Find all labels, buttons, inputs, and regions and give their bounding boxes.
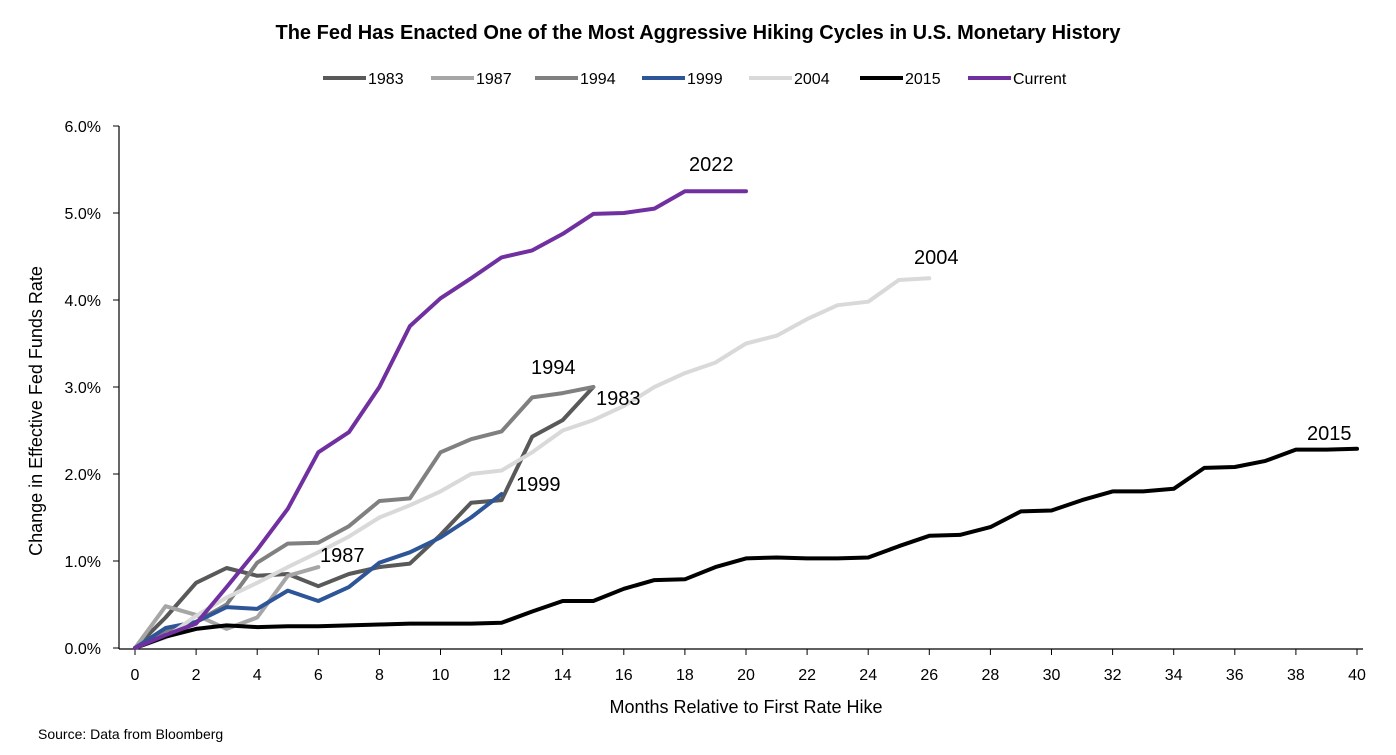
series-line-2015 <box>133 446 1359 650</box>
y-tick-label: 6.0% <box>65 119 101 136</box>
legend-label-1987: 1987 <box>476 71 512 88</box>
x-tick-label: 26 <box>920 667 938 684</box>
series-line-1994 <box>133 385 596 650</box>
series-annotations: 1983 1987 1994 1999 2004 2015 2022 <box>320 154 1352 567</box>
x-axis-title: Months Relative to First Rate Hike <box>609 697 882 717</box>
y-tick-label: 1.0% <box>65 554 101 571</box>
y-tick-label: 3.0% <box>65 380 101 397</box>
x-tick-label: 20 <box>737 667 755 684</box>
x-tick-label: 28 <box>982 667 1000 684</box>
x-tick-label: 14 <box>554 667 572 684</box>
series-line-current <box>133 189 748 650</box>
x-tick-labels: 0 2 4 6 8 10 12 14 16 18 20 22 24 26 28 30 32 34 36 38 40 <box>131 649 1366 684</box>
chart-title: The Fed Has Enacted One of the Most Aggr… <box>275 22 1121 44</box>
series-lines <box>133 189 1359 650</box>
series-annotation-2022: 2022 <box>689 154 734 176</box>
series-annotation-1994: 1994 <box>531 357 576 379</box>
x-tick-label: 18 <box>676 667 694 684</box>
x-tick-label: 34 <box>1165 667 1183 684</box>
x-tick-label: 40 <box>1348 667 1366 684</box>
x-tick-label: 32 <box>1104 667 1122 684</box>
series-line-1987 <box>133 565 321 650</box>
legend-label-2004: 2004 <box>794 71 830 88</box>
x-tick-label: 8 <box>375 667 384 684</box>
y-tick-label: 0.0% <box>65 641 101 658</box>
x-tick-label: 22 <box>798 667 816 684</box>
series-annotation-1983: 1983 <box>596 388 641 410</box>
x-tick-label: 4 <box>253 667 262 684</box>
legend-label-1999: 1999 <box>687 71 723 88</box>
y-axis-title: Change in Effective Fed Funds Rate <box>26 266 46 556</box>
source-note: Source: Data from Bloomberg <box>38 726 223 742</box>
y-tick-label: 4.0% <box>65 293 101 310</box>
legend-label-current: Current <box>1013 71 1067 88</box>
y-tick-label: 2.0% <box>65 467 101 484</box>
y-tick-labels: 0.0% 1.0% 2.0% 3.0% 4.0% 5.0% 6.0% <box>65 119 119 658</box>
y-tick-label: 5.0% <box>65 206 101 223</box>
series-annotation-2004: 2004 <box>914 247 959 269</box>
x-tick-label: 2 <box>192 667 201 684</box>
x-tick-label: 16 <box>615 667 633 684</box>
series-annotation-1987: 1987 <box>320 545 365 567</box>
x-tick-label: 30 <box>1043 667 1061 684</box>
x-tick-label: 10 <box>432 667 450 684</box>
x-tick-label: 12 <box>493 667 511 684</box>
x-tick-label: 6 <box>314 667 323 684</box>
series-annotation-2015: 2015 <box>1307 423 1352 445</box>
legend-label-1983: 1983 <box>368 71 404 88</box>
series-line-2004 <box>133 276 932 650</box>
x-tick-label: 24 <box>859 667 877 684</box>
series-annotation-1999: 1999 <box>516 474 561 496</box>
legend-label-2015: 2015 <box>905 71 941 88</box>
x-tick-label: 38 <box>1287 667 1305 684</box>
legend: 1983 1987 1994 1999 2004 2015 Current <box>323 71 1067 88</box>
x-tick-label: 0 <box>131 667 140 684</box>
series-line-1983 <box>133 385 596 650</box>
x-tick-label: 36 <box>1226 667 1244 684</box>
legend-label-1994: 1994 <box>580 71 616 88</box>
